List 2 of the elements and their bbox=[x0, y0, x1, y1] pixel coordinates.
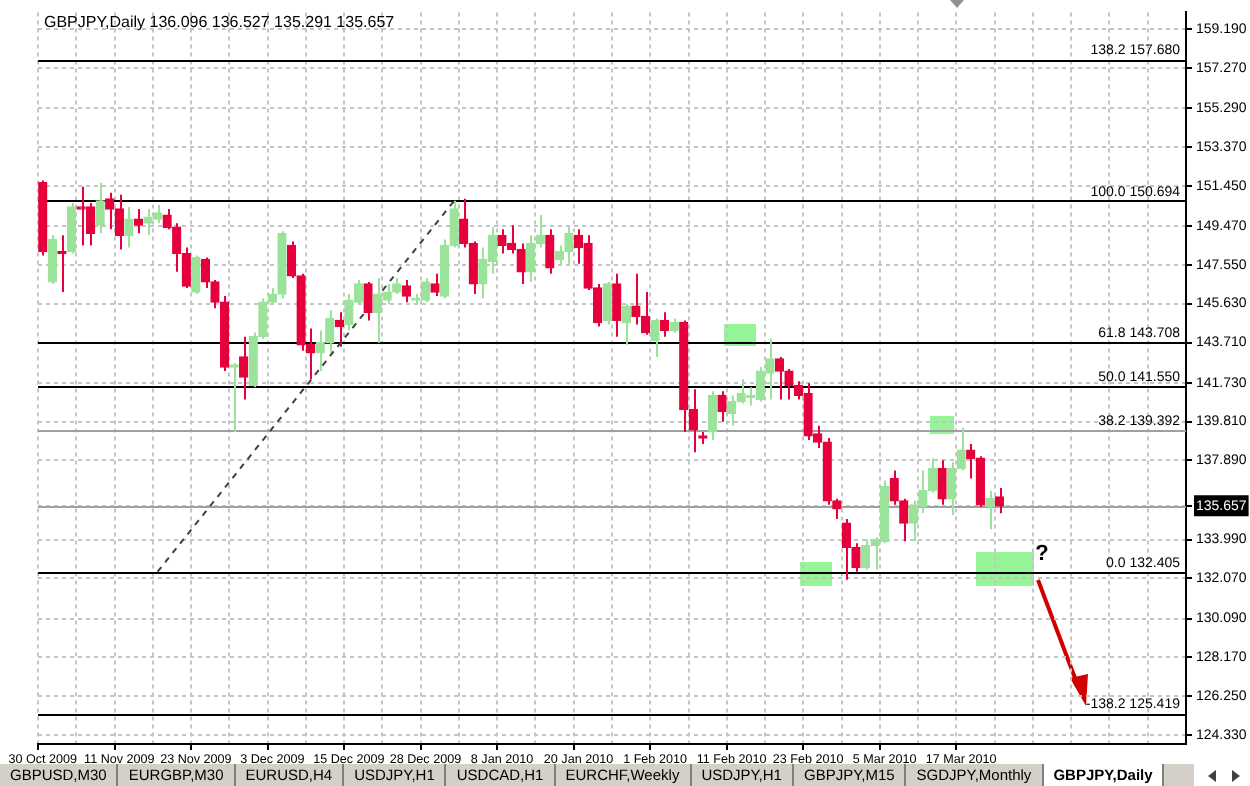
chart-title: GBPJPY,Daily 136.096 136.527 135.291 135.657 bbox=[44, 12, 396, 31]
annotation: ? bbox=[1035, 542, 1050, 567]
